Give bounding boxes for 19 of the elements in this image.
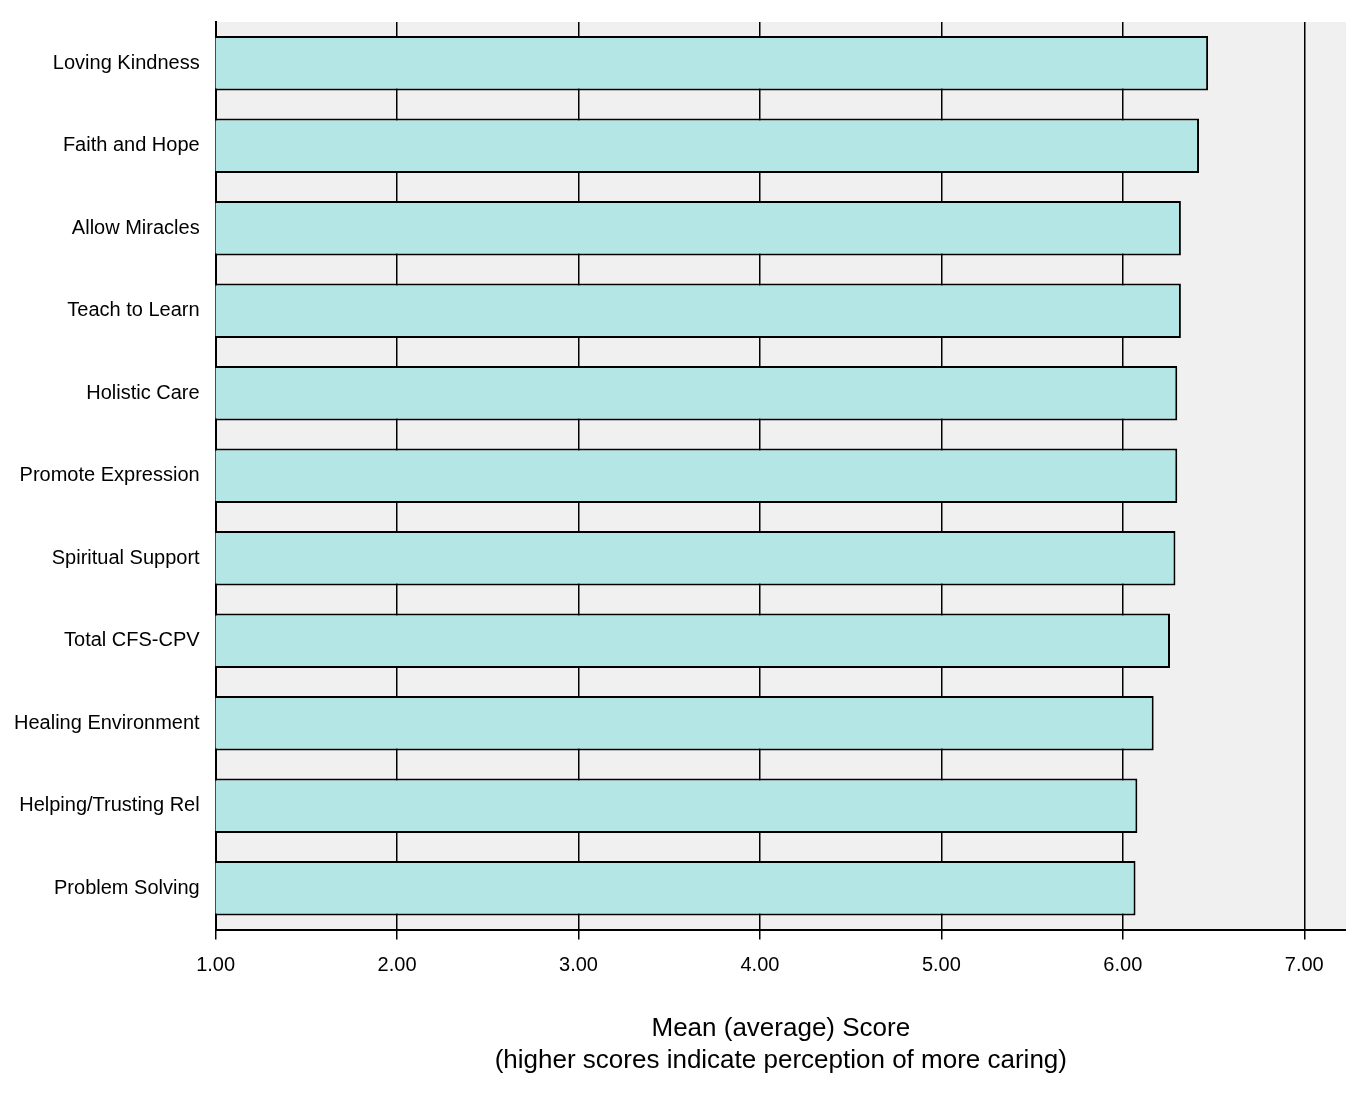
- x-tick-label: 3.00: [559, 953, 598, 976]
- y-tick-label: Loving Kindness: [52, 50, 200, 73]
- x-tick-label: 6.00: [1103, 953, 1143, 976]
- x-axis-title: Mean (average) Score (higher scores indicate perception of more caring): [494, 1012, 1067, 1074]
- y-tick-label: Spiritual Support: [51, 545, 201, 568]
- y-tick-label: Teach to Learn: [67, 298, 200, 321]
- y-tick-label: Promote Expression: [19, 463, 200, 486]
- x-tick-label: 5.00: [921, 953, 961, 976]
- y-tick-label: Healing Environment: [14, 710, 201, 733]
- y-tick-label: Faith and Hope: [62, 133, 200, 156]
- y-tick-label: Helping/Trusting Rel: [19, 793, 200, 816]
- x-tick-label: 1.00: [196, 953, 236, 976]
- x-tick-label: 7.00: [1284, 953, 1324, 976]
- y-tick-label: Problem Solving: [54, 875, 200, 898]
- x-tick-label: 4.00: [740, 953, 780, 976]
- y-tick-label: Holistic Care: [86, 380, 200, 403]
- y-tick-label: Allow Miracles: [71, 215, 200, 238]
- y-tick-label: Total CFS-CPV: [64, 628, 201, 651]
- x-tick-label: 2.00: [377, 953, 417, 976]
